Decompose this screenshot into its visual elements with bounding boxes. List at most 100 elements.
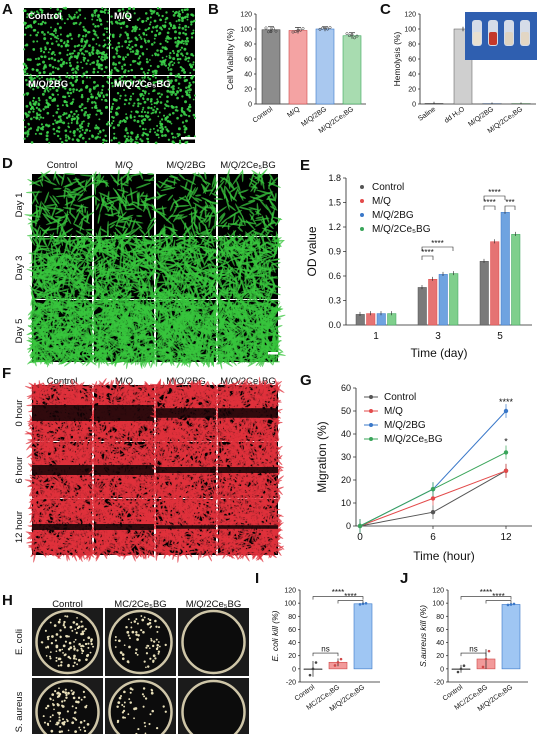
cell-dot	[169, 23, 173, 27]
cell-dot	[191, 14, 195, 17]
cell-dot	[57, 59, 60, 63]
cell-dot	[160, 93, 163, 96]
cell-dot	[61, 85, 65, 89]
cell-dot	[38, 132, 41, 135]
cell-dot	[88, 113, 91, 116]
cell-dot	[68, 61, 72, 65]
cell-dot	[34, 132, 37, 135]
cell-dot	[180, 8, 184, 12]
cell-dot	[188, 105, 192, 109]
cell-dot	[103, 56, 106, 59]
cell-dot	[188, 91, 191, 94]
cell-dot	[156, 98, 159, 101]
cell-dot	[39, 109, 42, 113]
cell-dot	[150, 112, 153, 115]
cell-dot	[68, 13, 70, 16]
cell-dot	[49, 104, 52, 106]
cell-dot	[157, 33, 160, 36]
cell-dot	[54, 12, 58, 16]
cell-dot	[147, 106, 150, 110]
cell-dot	[98, 19, 102, 22]
cell-dot	[166, 35, 169, 38]
cell-dot	[189, 83, 192, 86]
cell-dot	[66, 49, 69, 52]
cell-dot	[86, 100, 89, 103]
cell-dot	[67, 125, 70, 128]
cell-dot	[72, 90, 75, 93]
cell-dot	[187, 93, 191, 97]
cell-dot	[83, 131, 87, 135]
cell-dot	[95, 43, 98, 45]
cell-dot	[69, 81, 73, 85]
cell-dot	[59, 118, 62, 121]
cell-dot	[34, 57, 38, 61]
cell-dot	[117, 141, 121, 145]
micrograph-label: M/Q/2BG	[28, 79, 68, 90]
cell-dot	[183, 70, 187, 74]
cell-dot	[134, 43, 138, 47]
cell-dot	[146, 48, 148, 51]
cell-dot	[131, 45, 134, 49]
cell-dot	[57, 115, 61, 119]
cell-dot	[27, 110, 31, 114]
cell-dot	[63, 100, 67, 104]
cell-dot	[160, 51, 162, 54]
cell-dot	[126, 53, 130, 56]
cell-dot	[161, 134, 164, 138]
cell-dot	[23, 70, 27, 74]
cell-dot	[54, 119, 57, 122]
cell-dot	[164, 39, 167, 42]
cell-dot	[189, 72, 192, 74]
cell-dot	[60, 58, 63, 61]
cell-dot	[24, 126, 27, 129]
cell-dot	[74, 71, 78, 75]
cell-dot	[156, 65, 160, 69]
cell-dot	[85, 62, 88, 65]
cell-dot	[157, 115, 160, 118]
cell-dot	[110, 69, 113, 72]
cell-dot	[102, 94, 105, 97]
micrograph-label: Control	[28, 11, 62, 22]
cell-dot	[104, 106, 107, 109]
cell-dot	[165, 47, 168, 51]
cell-dot	[67, 122, 70, 125]
cell-dot	[144, 28, 148, 32]
cell-dot	[129, 50, 132, 53]
cell-dot	[139, 95, 142, 98]
cell-dot	[159, 129, 162, 132]
cell-dot	[171, 140, 175, 144]
cell-dot	[79, 88, 83, 92]
cell-dot	[142, 106, 145, 109]
cell-dot	[90, 95, 94, 99]
cell-dot	[159, 126, 162, 129]
cell-dot	[64, 134, 68, 137]
cell-dot	[41, 76, 43, 79]
cell-dot	[51, 65, 55, 69]
cell-dot	[41, 85, 45, 89]
cell-dot	[102, 129, 105, 132]
cell-dot	[165, 11, 168, 14]
cell-dot	[165, 55, 168, 58]
cell-dot	[182, 111, 186, 114]
cell-dot	[105, 139, 108, 142]
cell-dot	[65, 116, 69, 120]
cell-dot	[86, 113, 90, 117]
cell-dot	[52, 77, 56, 81]
cell-dot	[37, 103, 41, 107]
cell-dot	[132, 92, 135, 95]
cell-dot	[183, 8, 187, 12]
cell-dot	[117, 123, 120, 127]
cell-dot	[144, 12, 148, 15]
cell-dot	[85, 33, 88, 36]
cell-dot	[159, 18, 163, 22]
cell-dot	[148, 130, 152, 133]
cell-dot	[154, 131, 157, 134]
cell-dot	[80, 48, 83, 51]
cell-dot	[153, 105, 156, 108]
cell-dot	[96, 61, 99, 64]
cell-dot	[178, 10, 181, 13]
cell-dot	[184, 58, 187, 61]
cell-dot	[100, 91, 103, 95]
micrograph-d	[147, 292, 225, 369]
